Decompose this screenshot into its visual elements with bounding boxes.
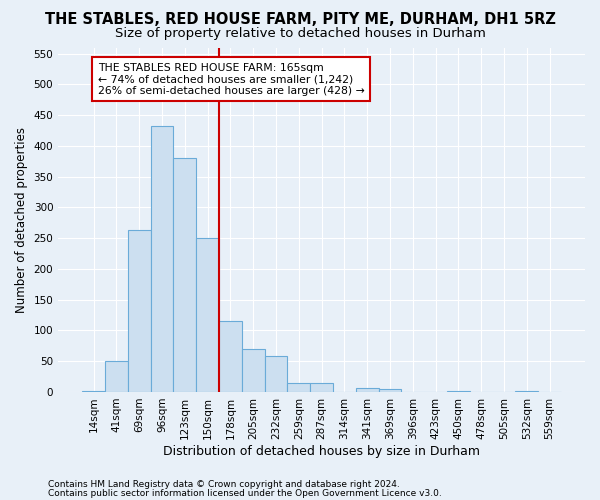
- Bar: [379, 389, 401, 392]
- Bar: [356, 388, 379, 392]
- Bar: [151, 126, 173, 392]
- Text: Contains HM Land Registry data © Crown copyright and database right 2024.: Contains HM Land Registry data © Crown c…: [48, 480, 400, 489]
- Bar: [128, 230, 151, 392]
- Bar: [447, 390, 470, 392]
- Bar: [196, 238, 219, 392]
- Bar: [82, 390, 105, 392]
- Bar: [515, 390, 538, 392]
- Text: Size of property relative to detached houses in Durham: Size of property relative to detached ho…: [115, 28, 485, 40]
- X-axis label: Distribution of detached houses by size in Durham: Distribution of detached houses by size …: [163, 444, 480, 458]
- Text: Contains public sector information licensed under the Open Government Licence v3: Contains public sector information licen…: [48, 488, 442, 498]
- Text: THE STABLES, RED HOUSE FARM, PITY ME, DURHAM, DH1 5RZ: THE STABLES, RED HOUSE FARM, PITY ME, DU…: [44, 12, 556, 28]
- Bar: [173, 158, 196, 392]
- Bar: [219, 321, 242, 392]
- Bar: [242, 349, 265, 392]
- Bar: [105, 361, 128, 392]
- Bar: [310, 382, 333, 392]
- Bar: [287, 382, 310, 392]
- Text: THE STABLES RED HOUSE FARM: 165sqm
← 74% of detached houses are smaller (1,242)
: THE STABLES RED HOUSE FARM: 165sqm ← 74%…: [98, 63, 364, 96]
- Bar: [265, 356, 287, 392]
- Y-axis label: Number of detached properties: Number of detached properties: [15, 126, 28, 312]
